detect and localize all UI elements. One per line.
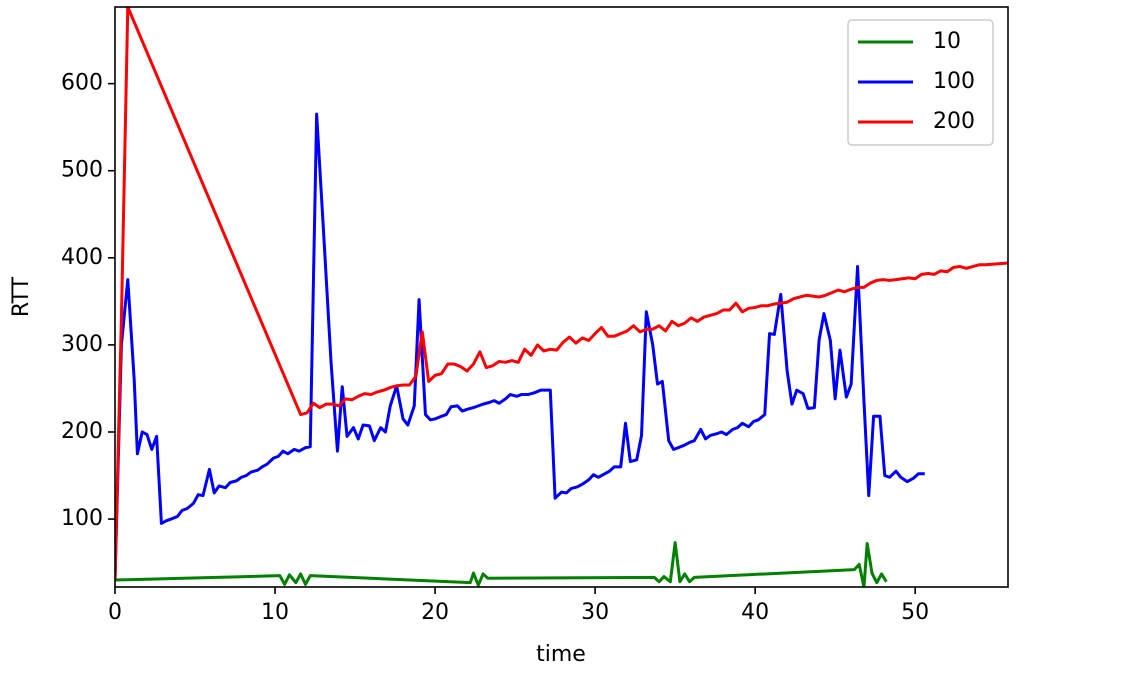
- legend-box: [847, 19, 994, 146]
- x-tick-label: 40: [741, 600, 769, 625]
- y-tick-label: 100: [61, 506, 103, 531]
- y-axis-label: RTT: [9, 276, 34, 317]
- y-tick-label: 400: [61, 245, 103, 270]
- x-tick-label: 20: [421, 600, 449, 625]
- axes-frame: [114, 6, 1009, 588]
- y-tick-label: 200: [61, 419, 103, 444]
- x-tick-label: 30: [581, 600, 609, 625]
- series-line: [115, 112, 925, 581]
- series-line: [115, 7, 1008, 581]
- x-tick-label: 0: [108, 600, 122, 625]
- y-tick-label: 300: [61, 332, 103, 357]
- legend-label: 200: [933, 109, 975, 134]
- x-axis-label: time: [536, 642, 586, 667]
- x-tick-label: 50: [901, 600, 929, 625]
- plot-area: [115, 7, 1008, 587]
- legend-label: 10: [933, 29, 961, 54]
- legend-label: 100: [933, 69, 975, 94]
- y-tick-label: 600: [61, 71, 103, 96]
- series-line: [115, 541, 888, 587]
- x-tick-label: 10: [261, 600, 289, 625]
- y-tick-label: 500: [61, 158, 103, 183]
